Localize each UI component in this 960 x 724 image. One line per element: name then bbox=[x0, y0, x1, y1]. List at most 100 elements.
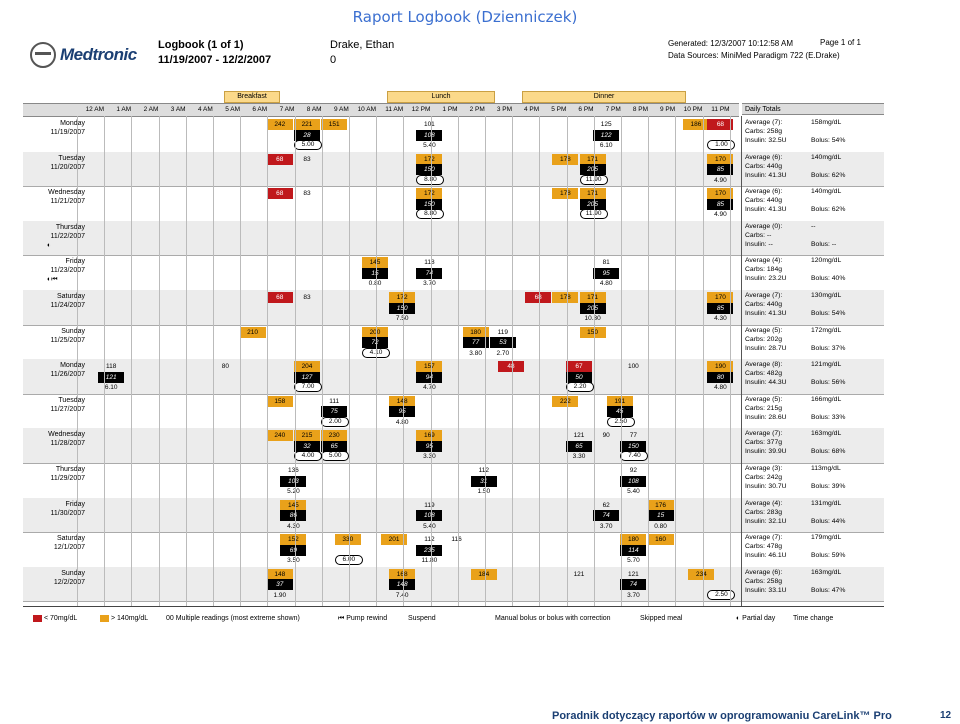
totals-ins: Insulin: 41.3U bbox=[745, 171, 787, 179]
reading-cell: 125 bbox=[600, 121, 612, 128]
reading-cell: 200 bbox=[362, 326, 388, 338]
totals-avg_v: -- bbox=[811, 222, 816, 230]
legend-item: Skipped meal bbox=[640, 614, 682, 624]
day-row: Monday 11/26/2007 118 80 204 157 48 67 100 190 121… bbox=[23, 359, 884, 395]
legend-text: Time change bbox=[793, 615, 834, 622]
reading-cell: 4.90 bbox=[714, 176, 727, 184]
legend-item: ◐ Partial day bbox=[736, 614, 775, 624]
reading-cell: 204 bbox=[294, 361, 320, 373]
grid-line bbox=[539, 116, 541, 606]
hour-label: 8 PM bbox=[632, 106, 648, 113]
reading-cell: 3.80 bbox=[469, 349, 482, 357]
hour-label: 8 AM bbox=[306, 106, 322, 113]
legend-text: ◐ Partial day bbox=[736, 615, 776, 622]
reading-cell: 68 bbox=[266, 153, 293, 165]
reading-cell: 95 bbox=[416, 440, 443, 452]
reading-cell: 1.00 bbox=[707, 140, 736, 150]
day-name: Thursday bbox=[55, 223, 85, 231]
day-label: Thursday 11/22/2007 ◐ bbox=[23, 223, 85, 250]
grid-line bbox=[457, 116, 459, 606]
reading-cell: 15 bbox=[647, 510, 674, 522]
totals-carbs: Carbs: 242g bbox=[745, 474, 783, 481]
reading-cell: 3.30 bbox=[572, 453, 586, 461]
report-header: Logbook (1 of 1) 11/19/2007 - 12/2/2007 bbox=[158, 38, 271, 68]
reading-cell: 37 bbox=[266, 579, 293, 591]
hour-label: 9 PM bbox=[660, 106, 676, 113]
grid-line bbox=[213, 116, 214, 606]
reading-cell: 4.70 bbox=[423, 384, 436, 392]
day-date: 11/25/2007 bbox=[50, 336, 85, 344]
bottom-rule bbox=[23, 606, 884, 607]
grid-line bbox=[729, 116, 731, 606]
reading-cell: 112 bbox=[424, 536, 435, 544]
legend-item: Suspend bbox=[408, 614, 436, 624]
reading-cell: 178 bbox=[552, 292, 579, 303]
reading-cell: 112 bbox=[478, 467, 489, 474]
reading-cell: 150 bbox=[579, 326, 606, 338]
patient-id: 0 bbox=[330, 54, 337, 66]
legend-item: 00 Multiple readings (most extreme shown… bbox=[166, 614, 300, 624]
reading-cell: 118 bbox=[424, 259, 435, 267]
patient-name: Drake, Ethan bbox=[330, 39, 395, 51]
reading-cell: 145 bbox=[280, 499, 307, 511]
reading-cell: 205 bbox=[579, 198, 606, 210]
day-row: Tuesday 11/20/2007 68 83 172 178 171 170 150 205 8… bbox=[23, 151, 884, 188]
reading-cell: 4.80 bbox=[395, 418, 409, 426]
reading-cell: 11.90 bbox=[579, 209, 608, 220]
totals-carbs: Carbs: 440g bbox=[745, 301, 783, 308]
reading-cell: 180 bbox=[462, 326, 489, 338]
hour-label: 12 AM bbox=[85, 106, 104, 113]
reading-cell: 5.40 bbox=[627, 488, 640, 495]
legend-text: Suspend bbox=[408, 615, 436, 622]
hour-label: 6 AM bbox=[252, 106, 268, 113]
day-label: Wednesday 11/28/2007 bbox=[23, 430, 85, 448]
reading-cell: 74 bbox=[593, 510, 620, 522]
day-row: Tuesday 11/27/2007 158 111 148 222 191 75 95 45 2.… bbox=[23, 394, 884, 430]
day-label: Sunday 12/2/2007 bbox=[23, 569, 85, 587]
reading-cell: 3.70 bbox=[599, 522, 613, 530]
reading-cell: 94 bbox=[416, 371, 443, 383]
generated-block: Generated: 12/3/2007 10:12:58 AM Data So… bbox=[668, 38, 840, 62]
reading-cell: 62 bbox=[602, 501, 610, 509]
legend-item: > 140mg/dL bbox=[100, 614, 148, 624]
reading-cell: 210 bbox=[239, 326, 266, 338]
reading-cell: 121 bbox=[573, 432, 585, 440]
reading-cell: 0.80 bbox=[654, 522, 667, 530]
totals-bolus: Bolus: 44% bbox=[811, 517, 846, 525]
reading-cell: 68 bbox=[266, 292, 293, 303]
legend-item: ⏮ Pump rewind bbox=[338, 614, 387, 624]
totals-ins: Insulin: 32.5U bbox=[745, 137, 787, 144]
reading-cell: 186 bbox=[682, 119, 709, 130]
hour-label: 3 PM bbox=[496, 106, 512, 113]
grid-line bbox=[77, 116, 78, 606]
totals-carbs: Carbs: 184g bbox=[745, 266, 783, 274]
totals-bolus: Bolus: 62% bbox=[811, 206, 846, 214]
day-date: 11/21/2007 bbox=[50, 198, 85, 206]
reading-cell: 6.00 bbox=[334, 555, 363, 566]
day-label: Saturday 12/1/2007 bbox=[23, 534, 85, 552]
grid-line bbox=[621, 116, 622, 606]
totals-avg_v: 130mg/dL bbox=[811, 292, 842, 299]
daily-totals-header: Daily Totals bbox=[742, 103, 884, 115]
day-row: Sunday 12/2/2007 148 168 184 121 121 234 37 148 74… bbox=[23, 566, 884, 603]
daily-totals: Average (5): 166mg/dL Carbs: 215g Insulin: … bbox=[745, 395, 883, 422]
totals-bolus: Bolus: 37% bbox=[811, 344, 846, 352]
reading-cell: 205 bbox=[579, 302, 606, 314]
daily-totals: Average (3): 113mg/dL Carbs: 242g Insulin: … bbox=[745, 464, 883, 491]
grid-line bbox=[648, 116, 650, 606]
reading-cell: 95 bbox=[593, 267, 620, 279]
hour-label: 10 AM bbox=[357, 106, 376, 113]
grid-line bbox=[267, 116, 269, 606]
reading-cell: 151 bbox=[321, 119, 348, 130]
reading-cell: 168 bbox=[389, 568, 416, 580]
generated-value: 12/3/2007 10:12:58 AM bbox=[710, 39, 793, 48]
legend-item: < 70mg/dL bbox=[33, 614, 77, 624]
reading-cell: 83 bbox=[303, 190, 311, 198]
reading-cell: 111 bbox=[329, 397, 340, 405]
totals-bolus: Bolus: 39% bbox=[811, 483, 846, 490]
hour-label: 9 AM bbox=[333, 106, 349, 113]
day-row: Monday 11/19/2007 242 221 151 101 125 186 68 28 10… bbox=[23, 117, 884, 153]
totals-bolus: Bolus: 47% bbox=[811, 586, 846, 594]
totals-avg: Average (8): bbox=[745, 361, 783, 369]
reading-cell: 205 bbox=[579, 164, 606, 176]
